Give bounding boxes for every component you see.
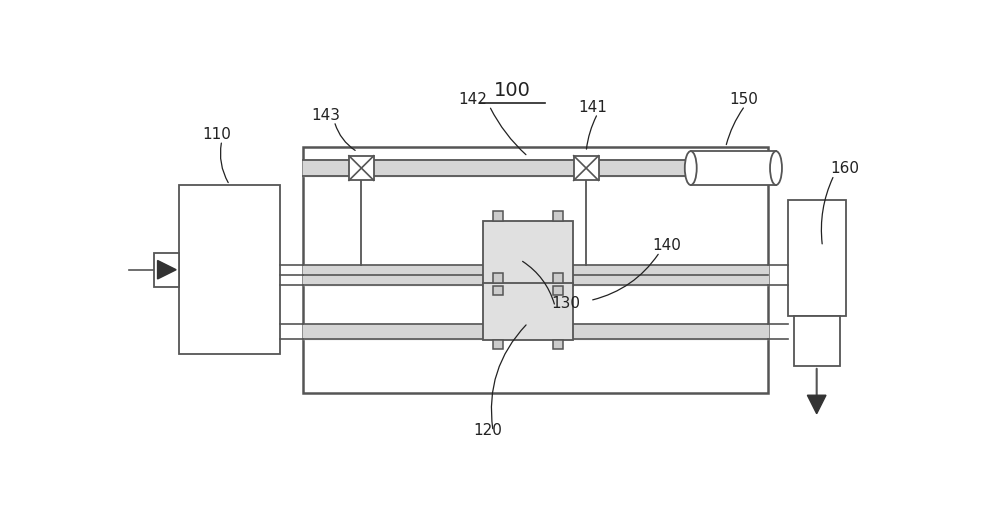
Bar	[788, 201, 846, 316]
Text: 120: 120	[474, 423, 503, 438]
Bar	[483, 282, 573, 340]
Bar	[553, 211, 563, 221]
Bar	[154, 253, 179, 287]
Bar	[179, 185, 280, 354]
Polygon shape	[158, 260, 176, 279]
Bar	[493, 286, 503, 295]
Text: 130: 130	[551, 296, 580, 311]
Bar	[691, 151, 776, 185]
Text: 142: 142	[458, 92, 487, 107]
Text: 140: 140	[652, 239, 681, 253]
Polygon shape	[807, 395, 826, 414]
Bar	[303, 146, 768, 393]
Text: 141: 141	[578, 100, 607, 115]
Text: 160: 160	[830, 162, 859, 176]
Bar	[574, 156, 599, 181]
Text: 100: 100	[494, 81, 531, 100]
Bar	[553, 340, 563, 350]
Text: 110: 110	[202, 127, 231, 142]
Bar	[483, 221, 573, 286]
Text: 143: 143	[311, 108, 340, 122]
Ellipse shape	[685, 151, 697, 185]
Bar	[493, 340, 503, 350]
Bar	[553, 286, 563, 295]
Bar	[794, 316, 840, 366]
Ellipse shape	[770, 151, 782, 185]
Bar	[553, 274, 563, 282]
Bar	[493, 274, 503, 282]
Text: 150: 150	[730, 92, 758, 107]
Bar	[349, 156, 374, 181]
Bar	[493, 211, 503, 221]
